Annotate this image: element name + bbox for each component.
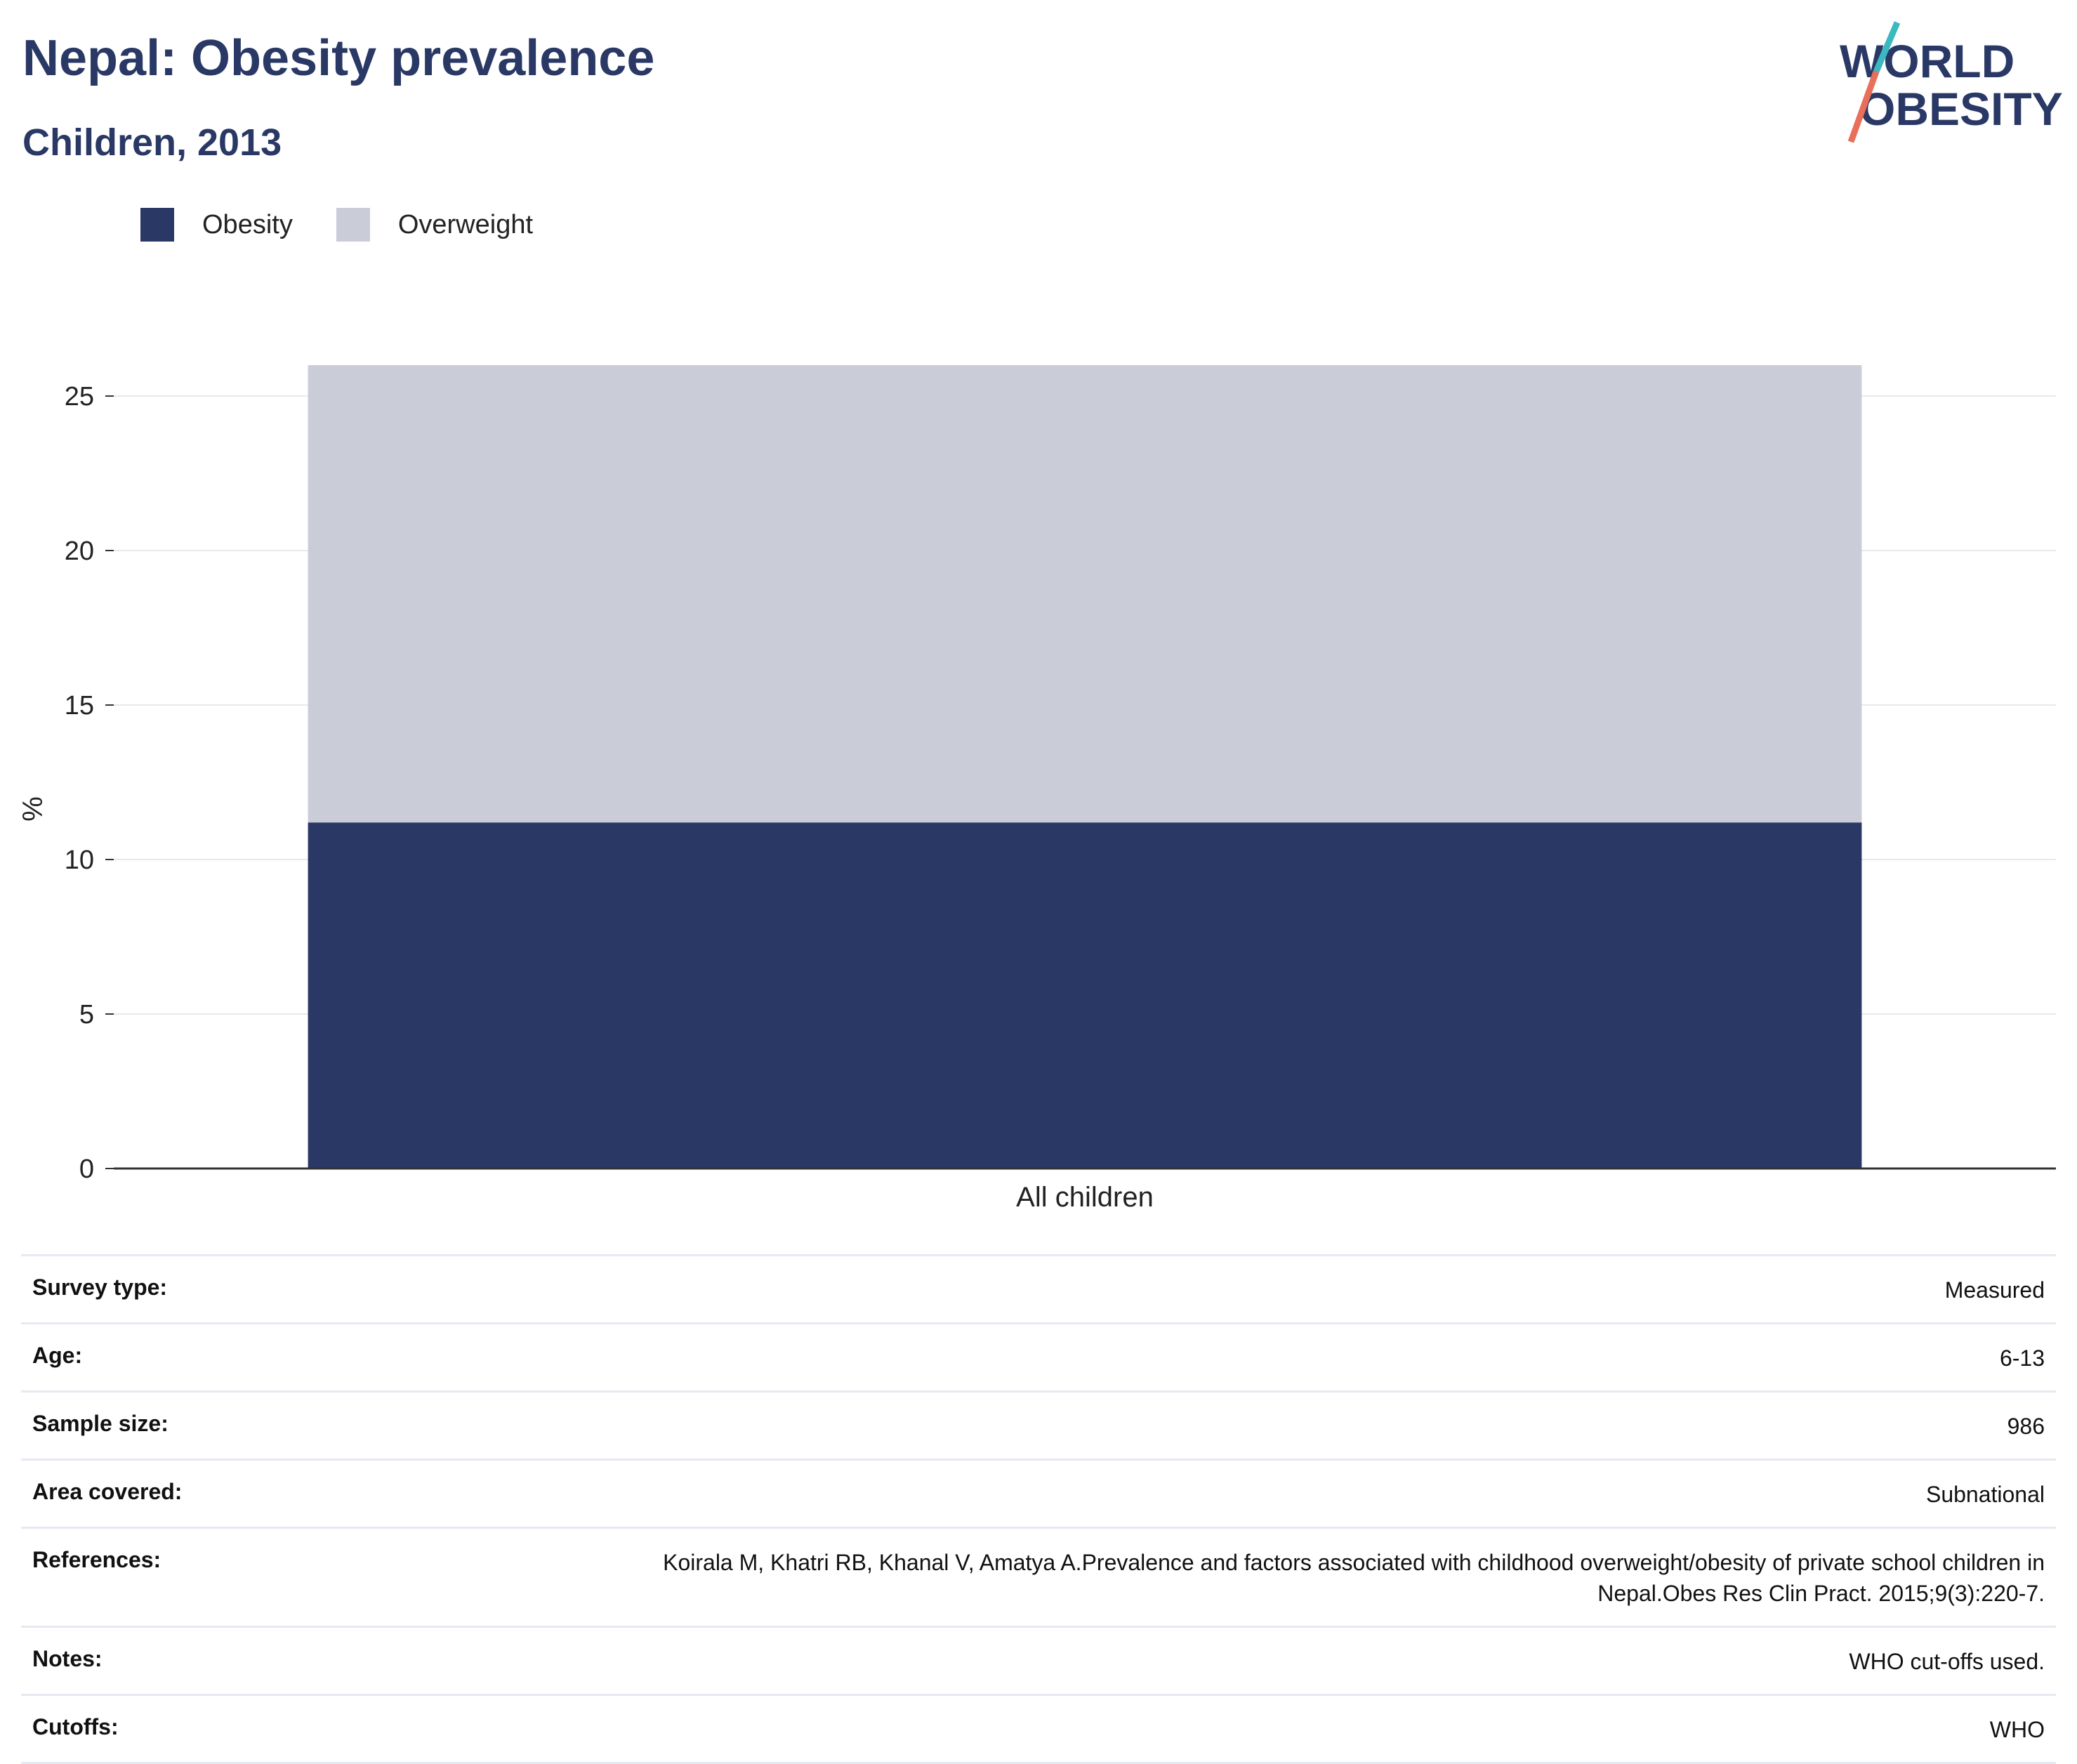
chart-subtitle: Children, 2013	[22, 121, 282, 164]
legend-item-obesity[interactable]: Obesity	[140, 208, 293, 242]
info-value: 986	[2007, 1414, 2045, 1439]
info-key: Notes:	[32, 1646, 103, 1671]
y-tick-label: 20	[65, 537, 94, 566]
info-key: References:	[32, 1547, 161, 1572]
bar-overweight[interactable]	[308, 365, 1862, 823]
legend: Obesity Overweight	[140, 208, 576, 242]
logo-slash-bottom	[1847, 70, 1880, 143]
info-value: WHO cut-offs used.	[1849, 1649, 2045, 1674]
y-tick-label: 10	[65, 845, 94, 875]
info-key: Sample size:	[32, 1411, 169, 1436]
info-key: Age:	[32, 1343, 83, 1368]
info-value: Measured	[1944, 1277, 2045, 1303]
info-value: Subnational	[1925, 1482, 2045, 1507]
y-axis-ticks: 0 5 10 15 20 25	[65, 382, 114, 1184]
info-row: References: Koirala M, Khatri RB, Khanal …	[21, 1527, 2056, 1626]
y-tick-label: 0	[79, 1154, 94, 1184]
x-axis-ticks: All children	[1016, 1182, 1154, 1213]
info-value: WHO	[1989, 1717, 2045, 1742]
bars	[308, 365, 1862, 1169]
logo-slash-top	[1873, 21, 1901, 73]
legend-swatch-overweight	[336, 208, 370, 242]
y-tick-label: 15	[65, 691, 94, 720]
info-value: 6-13	[1999, 1345, 2045, 1371]
info-value: Koirala M, Khatri RB, Khanal V, Amatya A…	[663, 1550, 2045, 1606]
chart-title: Nepal: Obesity prevalence	[22, 30, 655, 86]
info-row: Sample size: 986	[21, 1390, 2056, 1459]
y-axis-label: %	[18, 796, 48, 822]
legend-swatch-obesity	[140, 208, 174, 242]
info-row: Notes: WHO cut-offs used.	[21, 1626, 2056, 1694]
info-row: Area covered: Subnational	[21, 1459, 2056, 1527]
x-tick-label: All children	[1016, 1182, 1154, 1213]
info-row: Age: 6-13	[21, 1322, 2056, 1390]
info-row: Survey type: Measured	[21, 1254, 2056, 1322]
bar-obesity[interactable]	[308, 822, 1862, 1169]
legend-label-overweight: Overweight	[397, 209, 534, 239]
logo-line-2: OBESITY	[1859, 83, 2063, 135]
y-tick-label: 5	[79, 1000, 94, 1029]
info-key: Cutoffs:	[32, 1714, 119, 1739]
world-obesity-logo: WORLD OBESITY	[1840, 21, 2063, 143]
info-key: Area covered:	[32, 1479, 183, 1504]
y-tick-label: 25	[65, 382, 94, 412]
logo-line-1: WORLD	[1840, 35, 2015, 87]
bar-chart: 0 5 10 15 20 25 All children %	[18, 365, 2056, 1213]
info-key: Survey type:	[32, 1275, 168, 1300]
survey-info-table: Survey type: Measured Age: 6-13 Sample size:…	[21, 1254, 2056, 1764]
legend-label-obesity: Obesity	[202, 209, 293, 239]
info-row: Cutoffs: WHO	[21, 1694, 2056, 1764]
legend-item-overweight[interactable]: Overweight	[336, 208, 533, 242]
